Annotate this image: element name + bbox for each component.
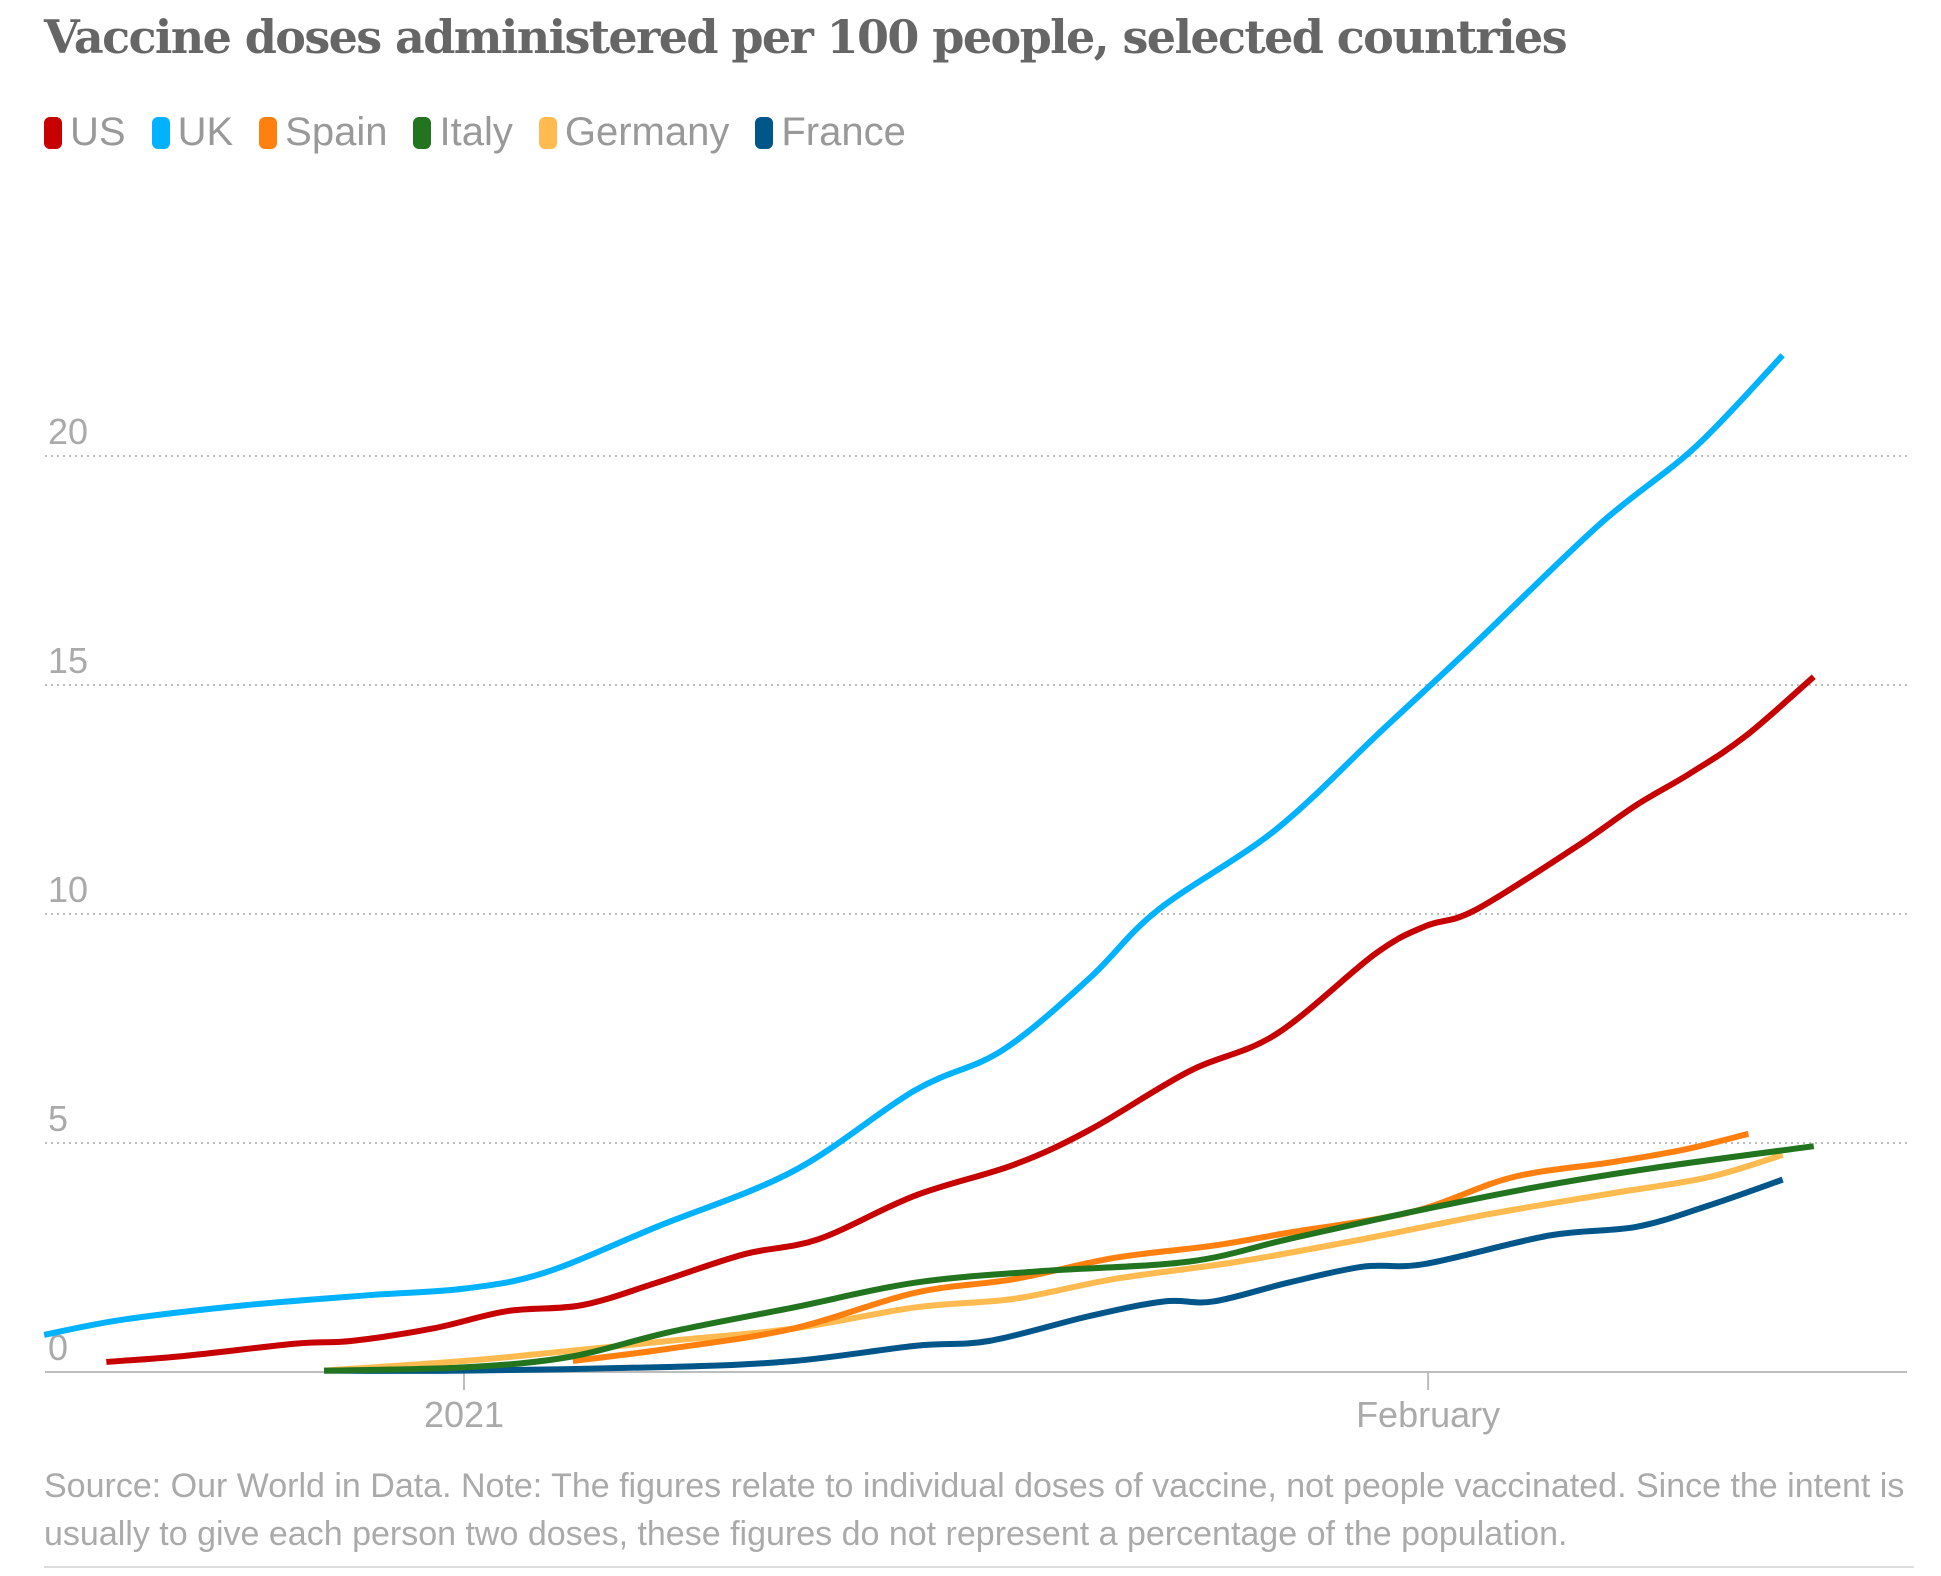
y-tick-label: 0 <box>48 1327 68 1368</box>
legend-item-italy: Italy <box>413 110 513 155</box>
legend-label-us: US <box>70 110 126 154</box>
legend-item-uk: UK <box>151 110 234 155</box>
line-chart: 0 5 10 15 20 2021 February <box>43 353 1907 1435</box>
legend-item-us: US <box>44 110 126 155</box>
y-axis-labels: 0 5 10 15 20 <box>48 411 88 1368</box>
x-tick-label: 2021 <box>424 1394 504 1435</box>
y-tick-label: 5 <box>48 1098 68 1139</box>
y-tick-label: 15 <box>48 640 88 681</box>
legend-swatch-italy <box>413 116 432 149</box>
legend-swatch-us <box>44 116 62 149</box>
legend-label-germany: Germany <box>564 110 730 154</box>
series-line-germany <box>323 1152 1784 1374</box>
legend-item-germany: Germany <box>538 110 730 155</box>
series-line-us <box>106 674 1816 1365</box>
x-axis: 2021 February <box>45 1371 1907 1435</box>
x-tick-label: February <box>1356 1394 1500 1435</box>
series-line-spain <box>572 1130 1750 1364</box>
legend: US UK Spain Italy Germany France <box>44 110 906 155</box>
legend-swatch-france <box>755 116 774 149</box>
series-line-france <box>324 1176 1784 1374</box>
source-note: Source: Our World in Data. Note: The fig… <box>44 1462 1914 1568</box>
series-lines <box>43 353 1816 1374</box>
legend-item-france: France <box>755 110 906 155</box>
legend-swatch-uk <box>151 116 170 149</box>
legend-label-italy: Italy <box>439 110 513 154</box>
chart-title: Vaccine doses administered per 100 peopl… <box>44 10 1568 64</box>
legend-label-uk: UK <box>177 110 234 154</box>
gridlines <box>45 455 1907 1144</box>
legend-swatch-spain <box>259 116 278 149</box>
y-tick-label: 20 <box>48 411 88 452</box>
legend-item-spain: Spain <box>259 110 387 155</box>
series-line-uk <box>43 353 1785 1338</box>
legend-swatch-germany <box>538 116 557 149</box>
legend-label-france: France <box>781 110 906 154</box>
legend-label-spain: Spain <box>285 110 388 154</box>
series-line-italy <box>323 1143 1815 1374</box>
y-tick-label: 10 <box>48 869 88 910</box>
